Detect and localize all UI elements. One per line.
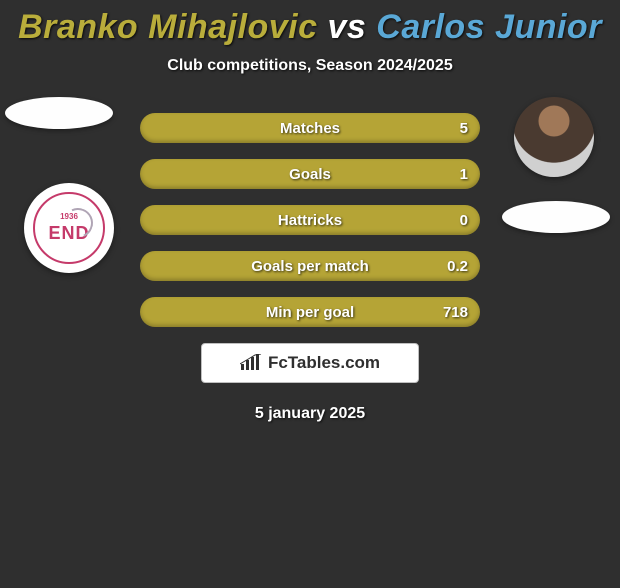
- club-badge-inner: 1936 END: [33, 192, 105, 264]
- date: 5 january 2025: [0, 405, 620, 423]
- bar-hattricks: Hattricks 0: [140, 205, 480, 235]
- player1-club-badge: 1936 END: [24, 183, 114, 273]
- title-vs: vs: [327, 8, 366, 46]
- subtitle: Club competitions, Season 2024/2025: [0, 57, 620, 75]
- title-player2: Carlos Junior: [376, 8, 602, 46]
- bar-label: Goals: [289, 166, 331, 183]
- title-player1: Branko Mihajlovic: [18, 8, 317, 46]
- player1-team-pill: [5, 97, 113, 129]
- stat-bars: Matches 5 Goals 1 Hattricks 0 Goals per …: [140, 113, 480, 327]
- bar-goals-per-match: Goals per match 0.2: [140, 251, 480, 281]
- stats-area: 1936 END Matches 5 Goals 1 Hattricks 0 G…: [0, 113, 620, 327]
- bar-label: Hattricks: [278, 212, 342, 229]
- bar-value-right: 0: [460, 212, 468, 229]
- bar-min-per-goal: Min per goal 718: [140, 297, 480, 327]
- bar-matches: Matches 5: [140, 113, 480, 143]
- bar-chart-icon: [240, 354, 262, 372]
- player2-avatar: [514, 97, 594, 177]
- bar-label: Goals per match: [251, 258, 369, 275]
- bar-label: Min per goal: [266, 304, 354, 321]
- bar-label: Matches: [280, 120, 340, 137]
- logo-text: FcTables.com: [268, 353, 380, 373]
- bar-value-right: 0.2: [447, 258, 468, 275]
- site-logo: FcTables.com: [201, 343, 419, 383]
- player2-team-pill: [502, 201, 610, 233]
- bar-value-right: 718: [443, 304, 468, 321]
- bar-value-right: 1: [460, 166, 468, 183]
- bar-goals: Goals 1: [140, 159, 480, 189]
- comparison-title: Branko Mihajlovic vs Carlos Junior: [0, 8, 620, 47]
- bar-value-right: 5: [460, 120, 468, 137]
